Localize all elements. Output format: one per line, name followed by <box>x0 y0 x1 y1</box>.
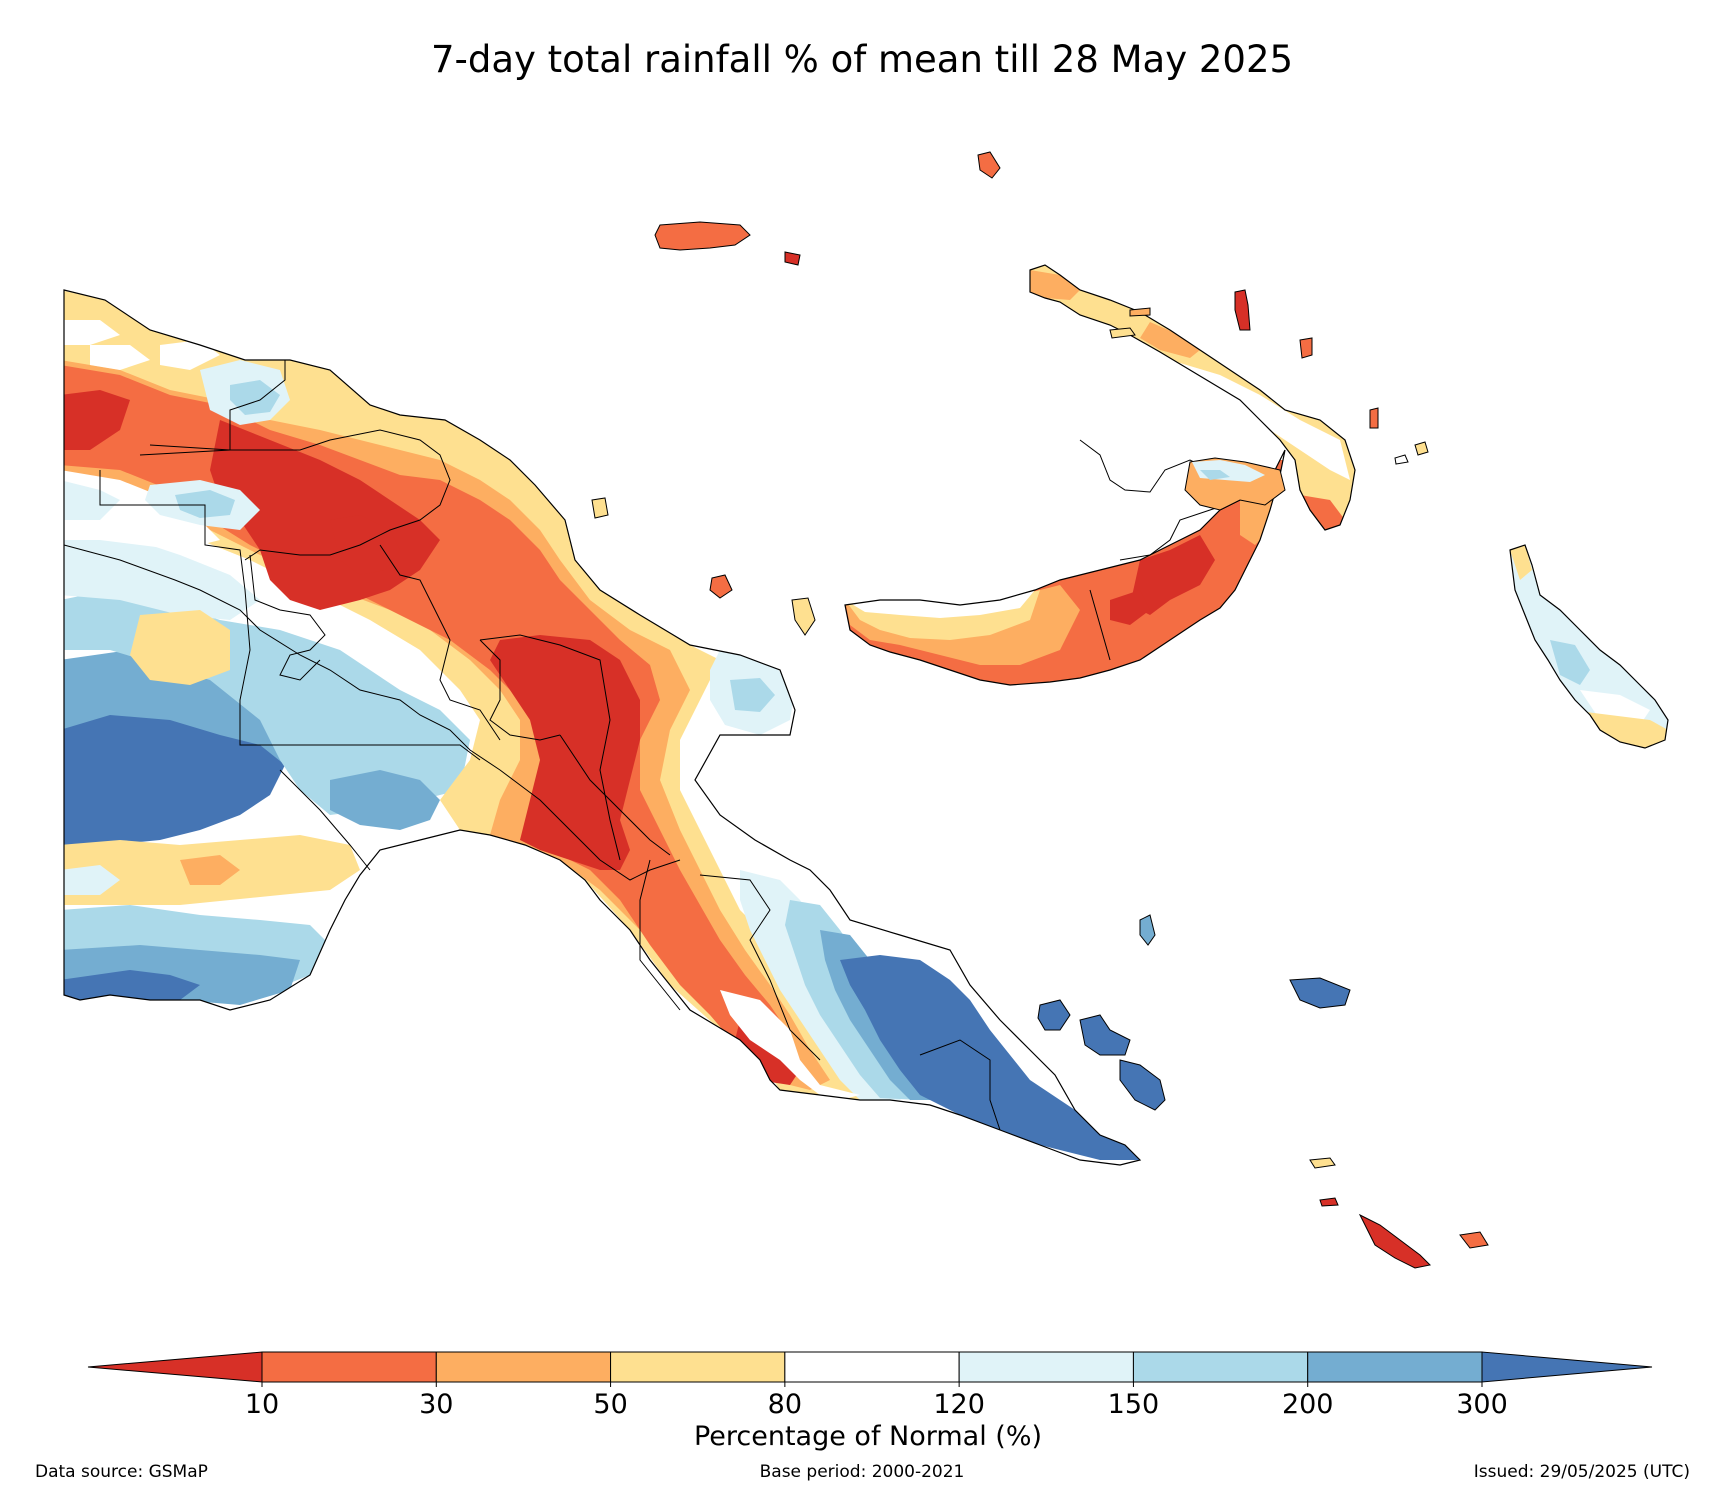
colorbar-segment <box>610 1351 786 1383</box>
map-title: 7-day total rainfall % of mean till 28 M… <box>430 38 1294 81</box>
colorbar-ticks: 10 30 50 80 120 150 200 300 <box>245 1382 1508 1420</box>
colorbar-tick-label: 50 <box>593 1389 627 1420</box>
data-source: Data source: GSMaP <box>35 1462 208 1482</box>
colorbar-extend-min <box>87 1351 263 1383</box>
colorbar-segments <box>87 1351 1653 1383</box>
colorbar-tick-label: 30 <box>419 1389 453 1420</box>
colorbar-tick-label: 150 <box>1108 1389 1160 1420</box>
colorbar-segment <box>1132 1351 1309 1383</box>
colorbar-segment <box>958 1351 1134 1383</box>
louisiade-islands <box>1309 1157 1489 1269</box>
gazelle-peninsula <box>1184 457 1286 511</box>
colorbar-segment <box>435 1351 612 1383</box>
northern-islands <box>591 151 1429 636</box>
rainfall-map <box>63 151 1669 1269</box>
colorbar-segment <box>784 1351 960 1383</box>
colorbar-extend-max <box>1481 1351 1653 1383</box>
base-period: Base period: 2000-2021 <box>759 1462 965 1482</box>
d-entrecasteaux-islands <box>1037 914 1351 1111</box>
manus-island <box>654 221 801 266</box>
colorbar-tick-label: 80 <box>768 1389 802 1420</box>
colorbar: 10 30 50 80 120 150 200 300 Percentage of Norma… <box>87 1351 1653 1452</box>
colorbar-tick-label: 200 <box>1282 1389 1334 1420</box>
issued-date: Issued: 29/05/2025 (UTC) <box>1473 1462 1690 1482</box>
colorbar-segment <box>261 1351 437 1383</box>
colorbar-segment <box>1307 1351 1483 1383</box>
provincial-boundaries <box>63 360 1001 1131</box>
colorbar-tick-label: 10 <box>245 1389 279 1420</box>
colorbar-label: Percentage of Normal (%) <box>694 1421 1042 1452</box>
colorbar-tick-label: 300 <box>1456 1389 1508 1420</box>
colorbar-tick-label: 120 <box>933 1389 985 1420</box>
